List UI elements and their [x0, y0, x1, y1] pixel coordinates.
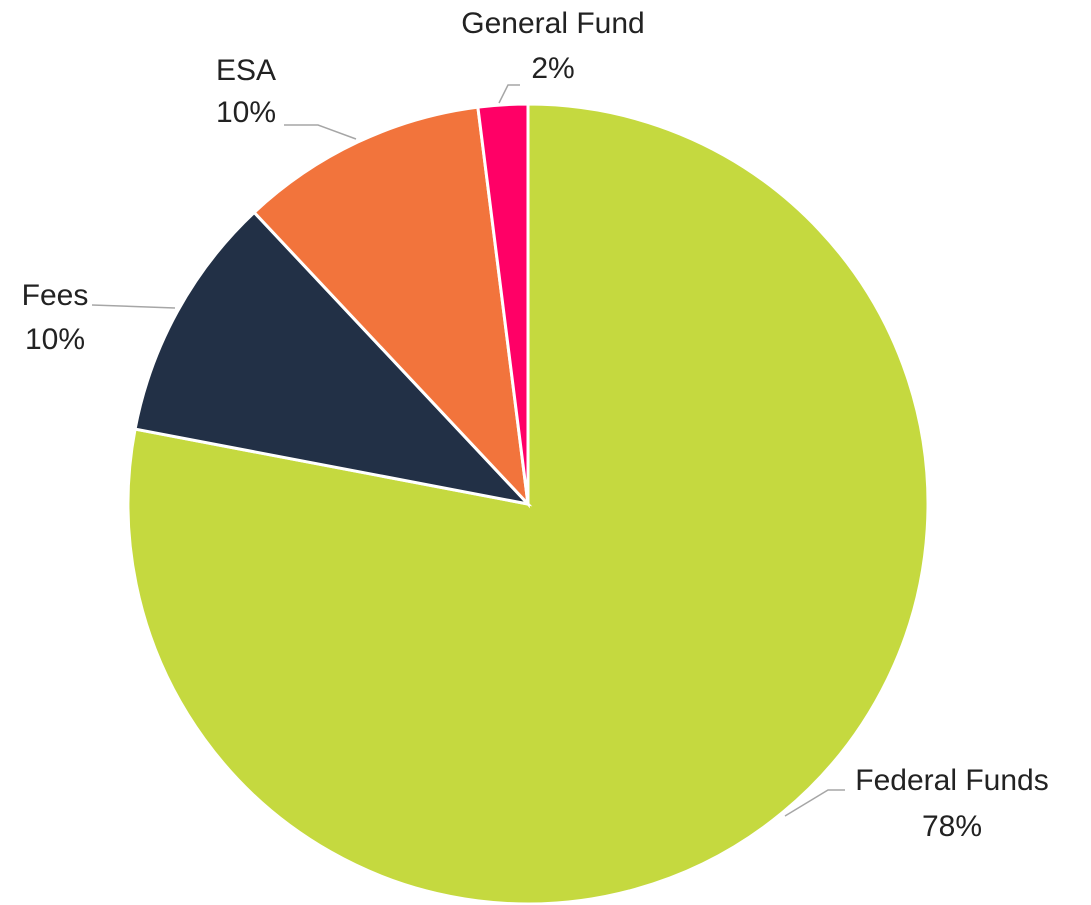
slice-name: General Fund — [461, 7, 644, 40]
pie-slice — [476, 102, 530, 505]
slice-name: ESA — [216, 54, 276, 87]
pie-slice — [133, 210, 533, 507]
slice-value: 10% — [25, 323, 85, 356]
slice-value: 78% — [922, 810, 982, 843]
leader-line — [784, 789, 845, 817]
slice-value: 10% — [216, 96, 276, 129]
leader-line — [498, 84, 520, 104]
slice-name: Federal Funds — [855, 764, 1048, 797]
slice-name: Fees — [22, 279, 89, 312]
leader-line — [284, 124, 357, 140]
pie-slice — [252, 105, 531, 509]
slice-value: 2% — [531, 52, 574, 85]
leader-line — [91, 304, 176, 309]
